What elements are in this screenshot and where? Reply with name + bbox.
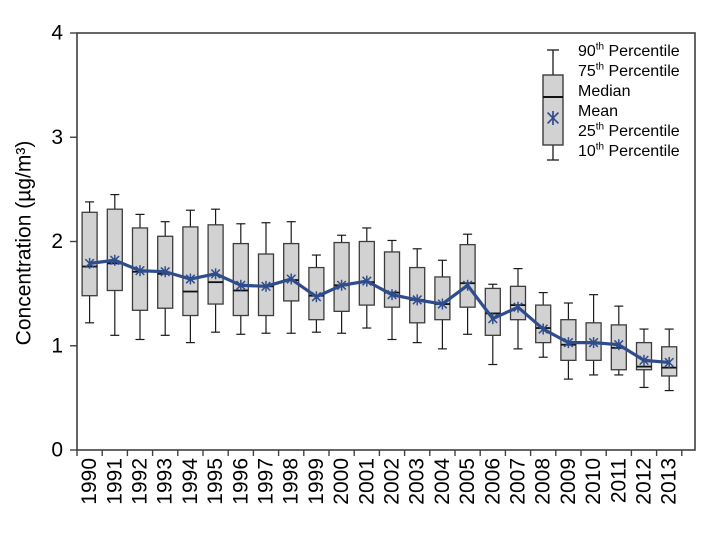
boxplot-1991-box: [106, 208, 123, 292]
x-axis-label-2005: 2005: [456, 458, 479, 505]
legend-item-mean: Mean: [578, 103, 619, 120]
legend-item-10th-percentile: 10th Percentile: [578, 141, 680, 160]
y-axis-title: Concentration (µg/m³): [13, 141, 36, 346]
x-axis-label-2009: 2009: [557, 458, 580, 505]
mean-marker-2011: [613, 339, 624, 350]
mean-marker-1992: [135, 265, 145, 276]
boxplot-1995-box: [207, 224, 224, 305]
mean-marker-2013: [664, 357, 675, 368]
x-axis-label-2002: 2002: [381, 458, 404, 505]
mean-marker-2006: [487, 313, 498, 324]
chart-legend: 90th Percentile 75th Percentile Median Mean…: [578, 42, 680, 162]
x-axis-label-1995: 1995: [204, 458, 227, 505]
mean-marker-2000: [336, 280, 347, 291]
x-axis-label-2010: 2010: [582, 458, 605, 505]
mean-marker-1999: [311, 291, 322, 302]
x-axis-label-1998: 1998: [280, 458, 303, 505]
boxplot-2005-box: [459, 243, 476, 308]
x-axis-label-2008: 2008: [532, 458, 555, 505]
mean-marker-2001: [361, 276, 372, 286]
legend-item-25th-percentile: 25th Percentile: [578, 121, 680, 140]
mean-marker-2005: [462, 280, 473, 291]
mean-line: [89, 258, 670, 365]
x-axis-label-2001: 2001: [355, 458, 378, 505]
mean-marker-2012: [639, 355, 649, 366]
legend-item-median: Median: [578, 83, 631, 100]
x-axis-label-2004: 2004: [431, 458, 454, 505]
boxplot-2006-box: [484, 287, 501, 336]
mean-marker-2003: [412, 295, 423, 305]
x-axis-label-2006: 2006: [481, 458, 504, 505]
boxplot-2001-box: [358, 240, 375, 306]
x-axis-label-1990: 1990: [78, 458, 101, 505]
x-axis-label-1994: 1994: [179, 458, 202, 505]
mean-marker-2008: [538, 324, 549, 334]
boxplot-1996-box: [232, 242, 249, 317]
x-axis-label-2000: 2000: [330, 458, 353, 505]
boxplot-1990-box: [81, 211, 98, 297]
x-axis-label-1991: 1991: [103, 458, 126, 505]
mean-marker-1990: [84, 258, 95, 269]
boxplot-1998-box: [283, 242, 300, 302]
x-axis-label-1992: 1992: [129, 458, 152, 505]
legend-glyph-box: [542, 74, 564, 146]
y-axis-tick-label: 3: [51, 126, 63, 149]
x-axis-label-2012: 2012: [633, 458, 656, 505]
x-axis-label-1999: 1999: [305, 458, 328, 505]
y-axis-tick-label: 2: [51, 230, 63, 253]
y-axis-tick-label: 4: [51, 22, 63, 45]
x-axis-label-2007: 2007: [507, 458, 530, 505]
x-axis-label-1996: 1996: [229, 458, 252, 505]
legend-glyph-mean-marker: [546, 111, 560, 125]
mean-marker-1995: [210, 268, 221, 279]
mean-marker-2007: [513, 302, 523, 312]
y-axis-tick-label: 1: [51, 334, 63, 357]
mean-marker-1997: [261, 281, 271, 292]
x-axis-label-1993: 1993: [154, 458, 177, 505]
boxplot-1994-box: [182, 226, 199, 317]
x-axis-label-2011: 2011: [607, 458, 630, 503]
legend-item-75th-percentile: 75th Percentile: [578, 61, 680, 80]
mean-marker-1993: [160, 266, 171, 277]
mean-marker-2002: [387, 289, 397, 300]
x-axis-label-1997: 1997: [255, 458, 278, 505]
mean-marker-2009: [563, 337, 574, 348]
mean-marker-1991: [109, 255, 120, 266]
mean-marker-2010: [588, 337, 599, 348]
legend-item-90th-percentile: 90th Percentile: [578, 41, 680, 60]
boxplot-2000-box: [333, 241, 350, 312]
x-axis-label-2013: 2013: [658, 458, 681, 505]
mean-marker-2004: [437, 299, 448, 309]
y-axis-tick-label: 0: [51, 439, 63, 462]
mean-marker-1998: [286, 274, 297, 284]
mean-marker-1994: [185, 274, 196, 284]
mean-marker-1996: [235, 280, 246, 291]
x-axis-label-2003: 2003: [406, 458, 429, 505]
